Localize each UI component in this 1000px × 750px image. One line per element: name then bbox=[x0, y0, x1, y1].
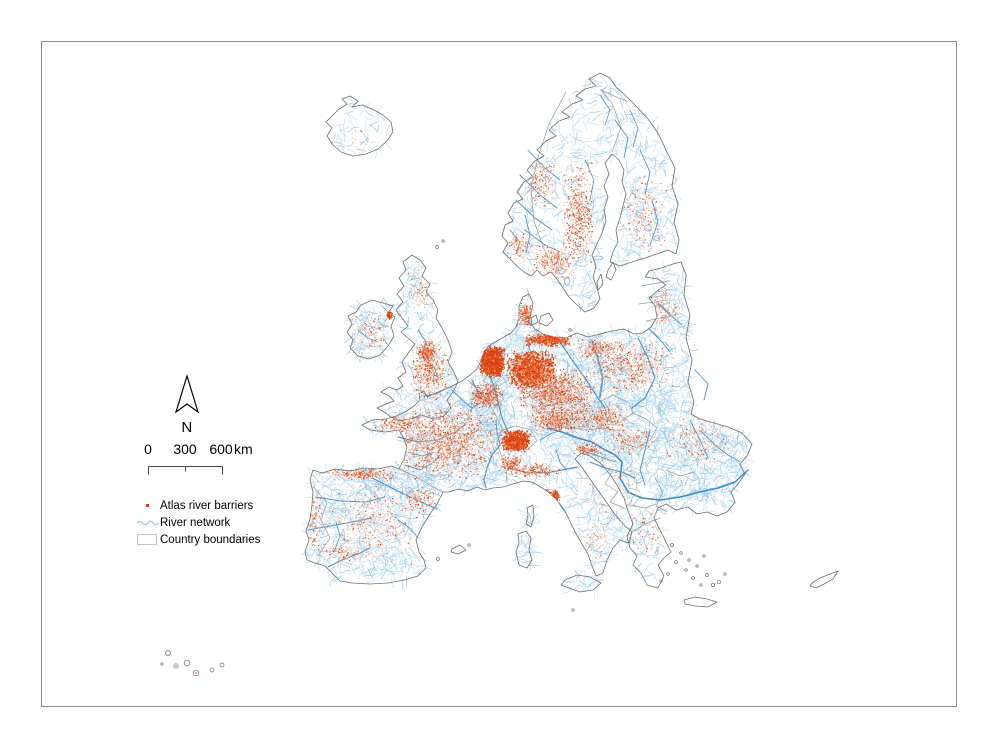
scale-unit-label: km bbox=[234, 441, 253, 457]
boundary-box-icon bbox=[134, 534, 160, 545]
legend-label-rivers: River network bbox=[160, 516, 231, 529]
river-line-icon bbox=[134, 519, 160, 527]
north-arrow: N bbox=[169, 373, 205, 436]
legend-label-boundaries: Country boundaries bbox=[160, 533, 261, 546]
legend-label-barriers: Atlas river barriers bbox=[160, 499, 254, 512]
scale-label-300: 300 bbox=[173, 441, 197, 457]
scale-bar-line bbox=[148, 466, 223, 475]
legend-item-barriers: Atlas river barriers bbox=[134, 497, 304, 514]
scale-label-600: 600 bbox=[209, 441, 233, 457]
north-arrow-icon bbox=[174, 373, 200, 414]
barrier-dot-icon bbox=[134, 504, 160, 507]
scale-bar: 0 300 600 km bbox=[140, 441, 270, 481]
north-arrow-label: N bbox=[181, 419, 193, 436]
legend: Atlas river barriers River network Count… bbox=[134, 497, 304, 548]
legend-item-rivers: River network bbox=[134, 514, 304, 531]
scale-label-0: 0 bbox=[144, 441, 152, 457]
legend-item-boundaries: Country boundaries bbox=[134, 531, 304, 548]
